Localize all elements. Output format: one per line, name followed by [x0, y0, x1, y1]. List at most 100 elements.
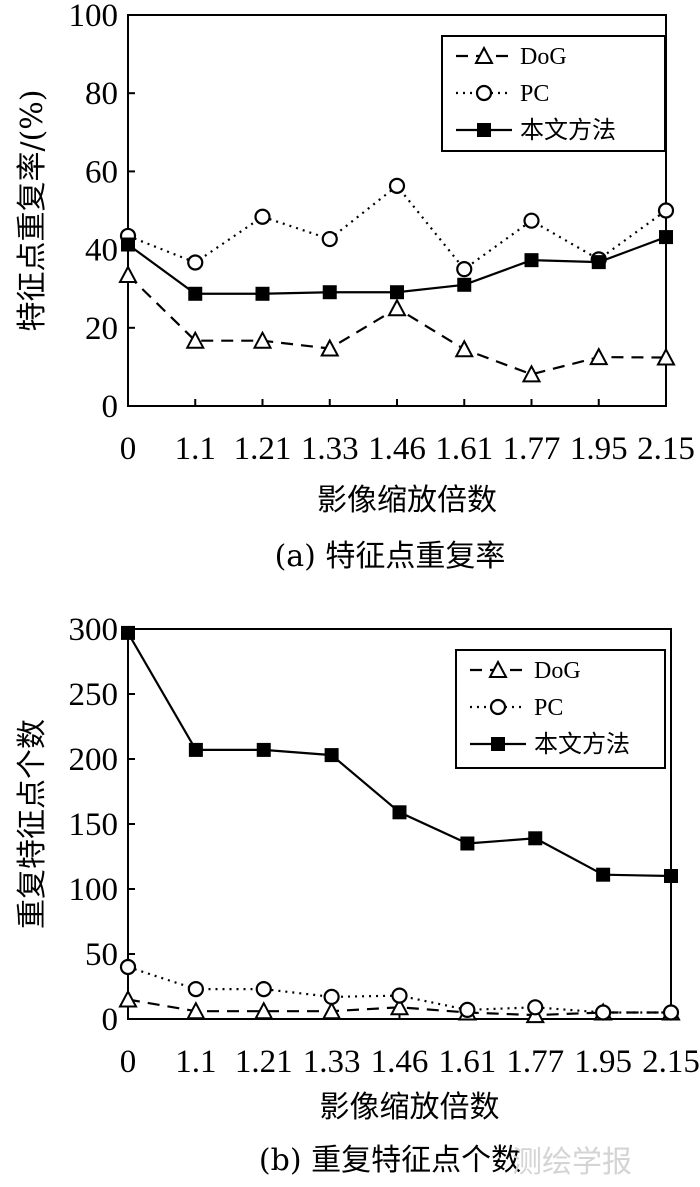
data-point-circle	[391, 987, 408, 1004]
y-tick-label: 100	[69, 0, 119, 34]
y-tick-label: 20	[85, 311, 118, 347]
x-axis-label: 影像缩放倍数	[320, 1090, 500, 1125]
data-point-square	[324, 748, 339, 763]
data-point-square	[528, 831, 543, 846]
data-point-triangle	[321, 1001, 342, 1020]
legend-label: DoG	[534, 658, 581, 684]
data-point-square	[392, 805, 407, 820]
data-point-triangle	[186, 1001, 206, 1020]
legend: DoG PC 本文方法	[455, 649, 666, 769]
y-tick-label: 150	[69, 807, 119, 843]
data-point-circle	[388, 177, 406, 194]
data-point-circle	[254, 208, 271, 225]
data-point-triangle	[521, 364, 542, 383]
data-point-circle	[323, 988, 340, 1006]
x-tick-label: 1.46	[371, 1044, 429, 1080]
data-point-triangle	[185, 330, 205, 349]
data-point-circle	[662, 1004, 680, 1021]
legend-marker-circle	[475, 84, 493, 102]
data-point-triangle	[254, 1001, 274, 1020]
data-point-triangle	[454, 339, 474, 358]
legend-label: PC	[534, 695, 563, 721]
legend-label: PC	[520, 81, 549, 107]
data-point-square	[121, 625, 135, 640]
x-tick-label: 1.95	[574, 1044, 632, 1080]
y-tick-label: 80	[85, 76, 118, 112]
legend-label: DoG	[520, 44, 567, 70]
x-tick-label: 1.61	[439, 1044, 497, 1080]
x-tick-label: 1.33	[301, 431, 359, 467]
data-point-circle	[187, 980, 204, 998]
data-point-square	[255, 286, 270, 301]
data-point-square	[460, 836, 475, 851]
x-tick-label: 1.61	[435, 431, 493, 467]
y-tick-label: 50	[85, 937, 118, 973]
x-tick-label: 1.77	[503, 431, 561, 467]
data-point-square	[256, 742, 271, 757]
y-tick-label: 250	[69, 677, 119, 713]
data-point-circle	[595, 1004, 612, 1021]
x-tick-label: 1.46	[368, 431, 426, 467]
data-point-square	[188, 742, 203, 757]
y-tick-label: 40	[85, 233, 118, 269]
series-line-circle	[127, 184, 667, 271]
legend-marker-square	[491, 737, 505, 751]
data-point-square	[659, 230, 673, 245]
y-tick-label: 0	[102, 1002, 119, 1038]
legend: DoG PC 本文方法	[441, 35, 666, 152]
legend-marker-triangle	[474, 45, 494, 64]
data-point-square	[121, 237, 135, 252]
series-line-triangle	[127, 998, 671, 1017]
data-point-circle	[657, 202, 675, 219]
data-point-circle	[459, 1001, 476, 1019]
data-point-square	[524, 253, 539, 268]
data-point-triangle	[389, 997, 410, 1016]
data-point-circle	[523, 212, 540, 229]
y-tick-label: 100	[69, 872, 119, 908]
x-axis-label: 影像缩放倍数	[317, 483, 497, 518]
data-point-triangle	[656, 347, 676, 366]
chart-panel-a: 0 20 40 60 80 100 0 1.1 1.21 1.33 1.46 1.61 1.77 1.95…	[15, 0, 695, 574]
watermark-text: 测绘学报	[512, 1145, 632, 1180]
data-point-square	[591, 255, 606, 270]
data-point-square	[457, 277, 472, 292]
x-tick-label: 1.33	[303, 1044, 361, 1080]
data-point-circle	[321, 230, 338, 248]
legend-label: 本文方法	[520, 117, 616, 144]
data-point-triangle	[589, 347, 609, 366]
x-tick-label: 1.95	[570, 431, 628, 467]
legend-marker-triangle	[488, 659, 508, 678]
y-tick-label: 200	[69, 742, 119, 778]
data-point-circle	[527, 999, 544, 1016]
x-tick-label: 1.21	[234, 431, 292, 467]
data-point-circle	[119, 958, 137, 976]
y-tick-label: 300	[69, 612, 119, 648]
x-tick-label: 2.15	[637, 431, 695, 467]
data-point-circle	[187, 254, 204, 271]
data-point-square	[390, 285, 404, 300]
x-tick-label: 1.21	[235, 1044, 293, 1080]
data-point-triangle	[118, 989, 138, 1008]
data-point-square	[596, 867, 611, 882]
legend-marker-square	[477, 123, 491, 137]
data-point-triangle	[320, 338, 340, 357]
data-point-square	[322, 285, 337, 300]
data-point-circle	[456, 261, 473, 278]
panel-caption: (b) 重复特征点个数	[259, 1143, 521, 1178]
x-tick-label: 1.1	[175, 1044, 216, 1080]
data-point-triangle	[387, 298, 407, 317]
y-axis-label: 重复特征点个数	[15, 719, 50, 929]
y-tick-label: 60	[85, 154, 118, 190]
y-axis-label: 特征点重复率/(%)	[15, 89, 50, 331]
data-point-square	[664, 869, 678, 883]
x-tick-label: 1.77	[506, 1044, 564, 1080]
legend-label: 本文方法	[534, 731, 630, 758]
data-point-triangle	[252, 330, 273, 349]
data-point-triangle	[118, 264, 138, 284]
data-point-circle	[255, 980, 272, 998]
data-point-square	[188, 286, 203, 301]
panel-caption: (a) 特征点重复率	[275, 539, 506, 574]
x-tick-label: 0	[120, 431, 137, 467]
